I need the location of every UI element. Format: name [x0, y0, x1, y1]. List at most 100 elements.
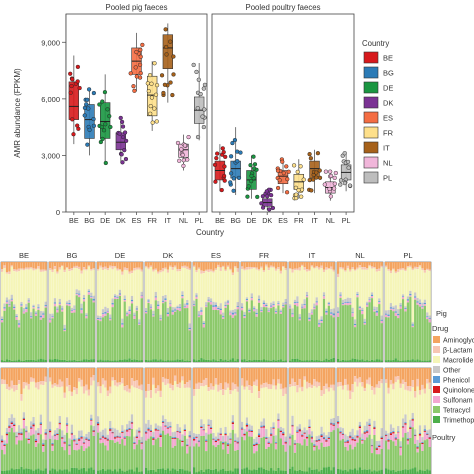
data-point: [265, 194, 270, 199]
bar-segment: [34, 262, 38, 269]
bar-segment: [126, 316, 129, 360]
bar-segment: [130, 378, 134, 386]
bar-segment: [356, 291, 359, 295]
bar-segment: [423, 388, 426, 394]
bar-segment: [20, 394, 23, 401]
bar-segment: [267, 384, 270, 389]
data-point: [133, 65, 138, 70]
bar-segment: [75, 468, 78, 474]
bar-segment: [169, 388, 172, 422]
bar-segment: [330, 312, 333, 314]
bar-segment: [260, 310, 263, 313]
bar-segment: [56, 306, 59, 309]
bar-segment: [418, 299, 422, 303]
bar-segment: [234, 313, 237, 316]
bar-segment: [75, 360, 78, 362]
bar-segment: [25, 307, 28, 310]
data-point: [145, 81, 150, 86]
bar-segment: [61, 386, 64, 431]
y-tick-label: 0: [56, 208, 60, 217]
bar-segment: [149, 469, 153, 474]
bar-segment: [344, 271, 347, 300]
bar-segment: [68, 446, 71, 455]
bar-segment: [164, 298, 167, 300]
bar-segment: [195, 436, 198, 437]
bar-segment: [358, 307, 362, 309]
bar-segment: [320, 442, 323, 470]
bar-segment: [366, 304, 369, 307]
bar-segment: [234, 309, 237, 313]
bar-segment: [22, 388, 26, 413]
bar-segment: [380, 315, 383, 320]
bar-segment: [61, 265, 64, 267]
bar-segment: [80, 436, 83, 438]
bar-segment: [34, 360, 38, 362]
bar-segment: [330, 309, 333, 313]
bar-segment: [399, 360, 402, 362]
bar-segment: [25, 303, 28, 308]
x-tick-label: DK: [116, 216, 126, 225]
bar-segment: [411, 380, 414, 388]
bar-segment: [13, 368, 16, 386]
bar-segment: [389, 308, 393, 310]
bar-segment: [202, 321, 205, 324]
bar-segment: [234, 384, 237, 390]
bar-segment: [164, 434, 167, 470]
data-point: [84, 102, 89, 107]
y-tick-label: 3,000: [41, 151, 60, 160]
bar-segment: [22, 270, 26, 308]
bar-segment: [406, 267, 410, 297]
bar-segment: [202, 359, 205, 362]
bar-segment: [5, 427, 9, 433]
bar-segment: [224, 470, 227, 474]
bar-segment: [39, 358, 42, 362]
bar-segment: [53, 368, 57, 384]
bar-segment: [106, 469, 109, 474]
bar-segment: [111, 432, 114, 434]
bar-segment: [274, 442, 278, 444]
bar-segment: [399, 305, 402, 307]
bar-segment: [169, 304, 172, 307]
bar-segment: [214, 306, 218, 310]
bar-segment: [370, 294, 374, 297]
bar-segment: [423, 368, 426, 389]
bar-segment: [267, 310, 270, 313]
bar-segment: [397, 432, 400, 440]
bar-segment: [8, 306, 11, 360]
bar-segment: [147, 419, 150, 428]
bar-segment: [212, 301, 215, 306]
bar-segment: [82, 442, 86, 444]
bar-segment: [361, 382, 364, 387]
bar-segment: [260, 262, 263, 267]
bar-segment: [205, 359, 208, 362]
bar-segment: [80, 445, 83, 469]
bar-segment: [308, 368, 311, 384]
bar-segment: [128, 314, 131, 359]
bar-segment: [78, 269, 81, 291]
bar-segment: [385, 262, 388, 266]
bar-segment: [416, 448, 419, 453]
bar-segment: [245, 267, 249, 270]
bar-segment: [293, 439, 297, 443]
bar-segment: [145, 431, 148, 433]
bar-segment: [183, 306, 186, 309]
data-point: [159, 73, 165, 78]
bar-segment: [401, 368, 405, 380]
bar-segment: [140, 271, 143, 292]
bar-segment: [341, 267, 345, 270]
bar-segment: [58, 302, 61, 304]
bar-segment: [423, 431, 426, 441]
bar-segment: [118, 444, 122, 469]
bar-segment: [73, 312, 76, 360]
bar-segment: [152, 469, 155, 474]
bar-segment: [293, 262, 297, 269]
bar-segment: [159, 368, 162, 391]
bar-segment: [356, 294, 359, 296]
bar-segment: [341, 368, 345, 386]
bar-segment: [195, 436, 198, 438]
bar-segment: [159, 320, 162, 360]
bar-segment: [301, 265, 304, 304]
bar-segment: [296, 270, 299, 297]
bar-segment: [414, 397, 417, 430]
bar-segment: [205, 432, 208, 440]
